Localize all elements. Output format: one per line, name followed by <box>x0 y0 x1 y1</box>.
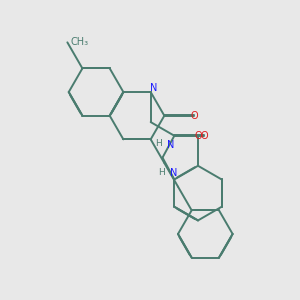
Text: CH₃: CH₃ <box>70 38 88 47</box>
Text: N: N <box>167 140 175 150</box>
Text: O: O <box>194 131 202 141</box>
Text: H: H <box>158 168 165 177</box>
Text: N: N <box>170 169 178 178</box>
Text: O: O <box>190 111 198 121</box>
Text: O: O <box>201 131 208 141</box>
Text: N: N <box>150 83 157 93</box>
Text: H: H <box>155 140 162 148</box>
